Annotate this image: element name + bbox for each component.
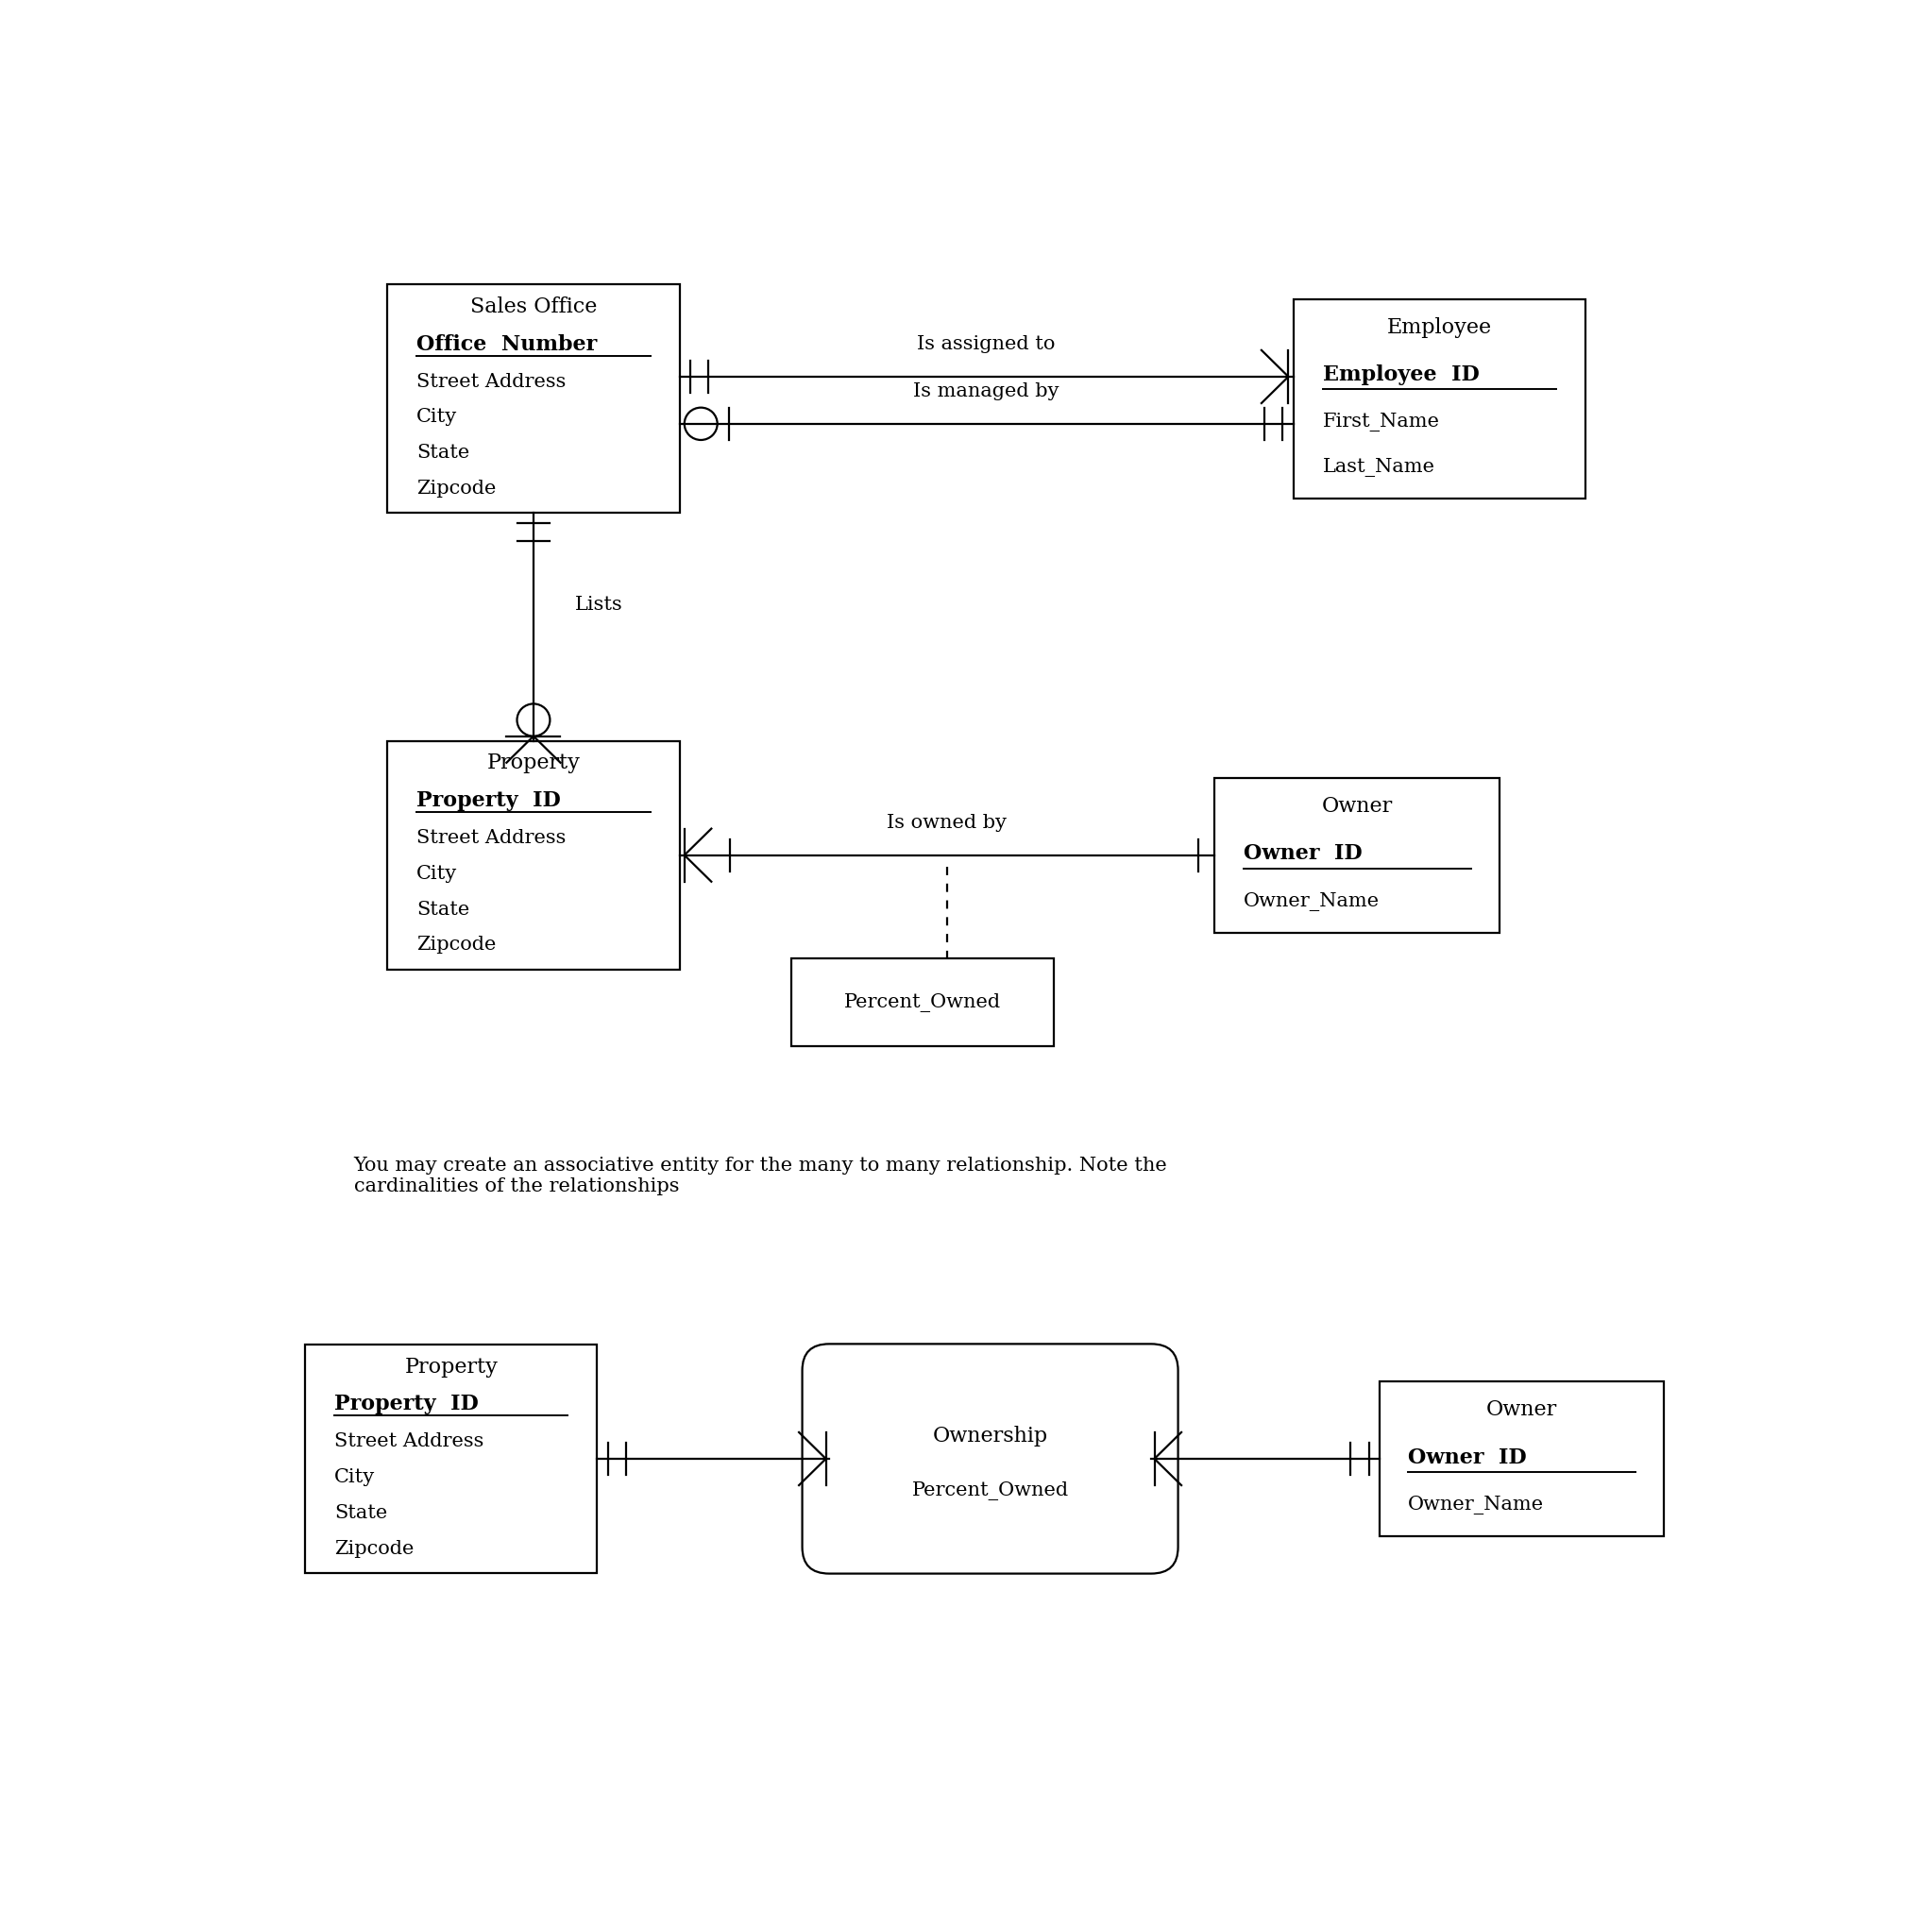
Text: Last_Name: Last_Name (1323, 459, 1435, 476)
Text: City: City (417, 409, 458, 426)
Bar (1215, 778, 1499, 933)
Text: Is owned by: Is owned by (887, 815, 1007, 832)
Text: Office  Number: Office Number (417, 335, 597, 354)
Text: Is managed by: Is managed by (914, 382, 1059, 400)
Text: Lists: Lists (576, 597, 624, 614)
FancyBboxPatch shape (802, 1344, 1179, 1574)
Text: Owner  ID: Owner ID (1408, 1447, 1526, 1468)
Text: Employee  ID: Employee ID (1323, 365, 1480, 384)
Bar (1379, 1382, 1663, 1535)
Text: Percent_Owned: Percent_Owned (844, 992, 1001, 1011)
Text: State: State (417, 901, 469, 918)
Text: Property  ID: Property ID (417, 790, 560, 811)
Text: Owner_Name: Owner_Name (1242, 893, 1379, 910)
Bar (1293, 300, 1586, 499)
Text: Sales Office: Sales Office (469, 296, 597, 317)
Text: City: City (334, 1468, 375, 1486)
Text: Zipcode: Zipcode (334, 1539, 413, 1558)
Text: Street Address: Street Address (417, 373, 566, 390)
Text: Owner: Owner (1321, 795, 1393, 816)
Text: Owner  ID: Owner ID (1242, 843, 1362, 864)
Text: Property: Property (404, 1356, 498, 1377)
Text: City: City (417, 864, 458, 883)
Text: Owner: Owner (1486, 1400, 1557, 1421)
Text: Street Address: Street Address (417, 830, 566, 847)
Text: You may create an associative entity for the many to many relationship. Note the: You may create an associative entity for… (354, 1157, 1167, 1195)
Text: First_Name: First_Name (1323, 413, 1439, 432)
Text: Ownership: Ownership (933, 1426, 1047, 1445)
Text: Is assigned to: Is assigned to (918, 335, 1055, 354)
Bar (388, 285, 680, 512)
Text: Property: Property (487, 753, 580, 774)
Text: State: State (417, 444, 469, 463)
Text: Percent_Owned: Percent_Owned (912, 1482, 1068, 1501)
Text: Street Address: Street Address (334, 1432, 483, 1451)
Text: Owner_Name: Owner_Name (1408, 1495, 1544, 1514)
Text: Zipcode: Zipcode (417, 937, 497, 954)
Bar (305, 1344, 597, 1574)
Text: Property  ID: Property ID (334, 1394, 479, 1415)
Text: State: State (334, 1505, 388, 1522)
Text: Employee: Employee (1387, 317, 1492, 338)
Bar (792, 958, 1053, 1046)
Bar (388, 742, 680, 969)
Text: Zipcode: Zipcode (417, 480, 497, 497)
